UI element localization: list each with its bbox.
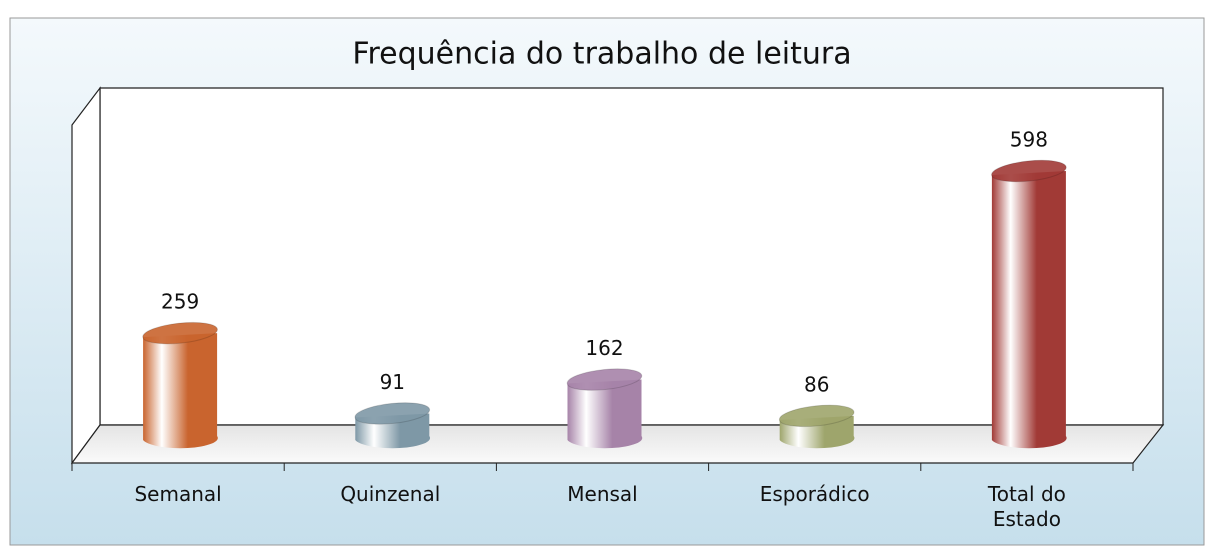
value-label: 162 <box>585 336 623 360</box>
x-tick-label: Quinzenal <box>340 482 440 506</box>
bar-top <box>991 159 1067 183</box>
bar-top <box>566 368 643 391</box>
bar <box>567 379 643 449</box>
chart-title: Frequência do trabalho de leitura <box>352 37 851 72</box>
value-label: 86 <box>804 372 829 396</box>
x-tick-label: Mensal <box>567 482 637 506</box>
x-tick-label: Semanal <box>134 482 221 506</box>
value-label: 598 <box>1010 128 1048 152</box>
value-label: 91 <box>380 370 405 394</box>
bar-top <box>142 321 218 345</box>
value-label: 259 <box>161 290 199 314</box>
bar-top <box>778 404 855 428</box>
bar-top <box>354 402 431 425</box>
bar <box>991 171 1067 449</box>
x-tick-label: Total do Estado <box>987 482 1066 531</box>
x-tick-label: Esporádico <box>760 482 870 506</box>
bar <box>143 333 218 449</box>
side-wall <box>71 86 101 465</box>
